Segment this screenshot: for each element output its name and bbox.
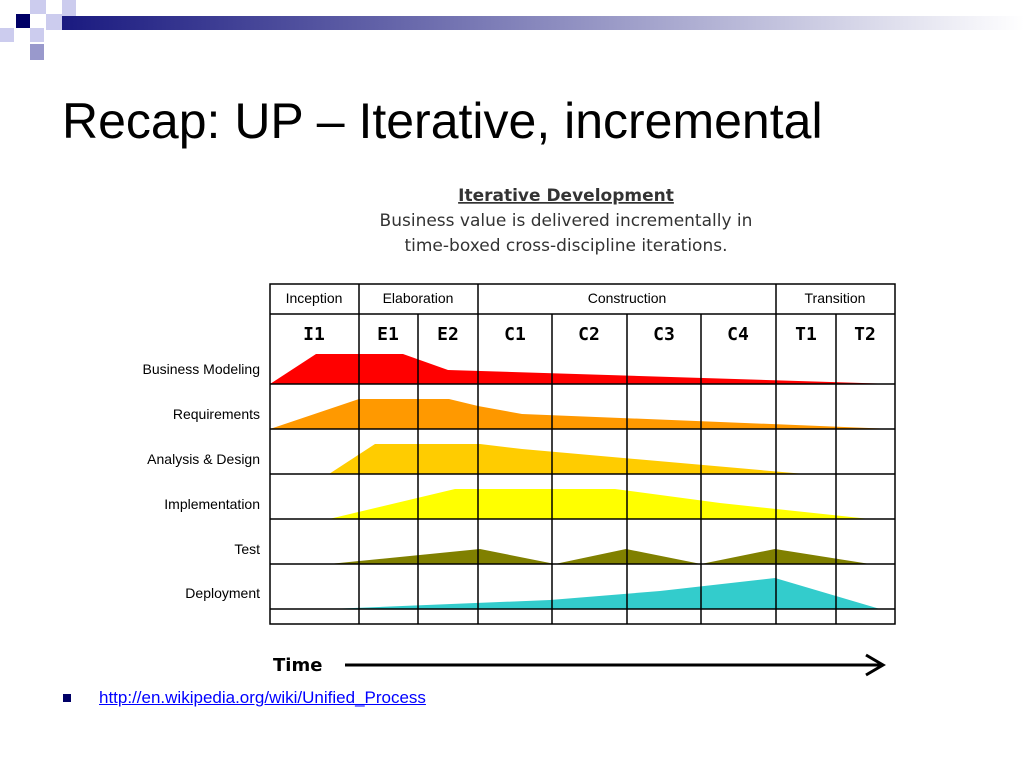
diagram-heading: Iterative Development	[458, 186, 674, 206]
iteration-t2: T2	[854, 324, 876, 345]
discipline-label: Deployment	[185, 585, 260, 601]
discipline-label: Analysis & Design	[147, 451, 260, 467]
analysis-design-band	[329, 444, 805, 474]
deco-square	[46, 14, 62, 30]
discipline-label: Test	[234, 541, 260, 557]
iteration-c3: C3	[653, 324, 675, 345]
iteration-e2: E2	[437, 324, 459, 345]
deco-square	[30, 28, 44, 42]
deco-square	[30, 0, 46, 14]
diagram-subtitle-line-1: Business value is delivered incrementall…	[380, 211, 753, 231]
deployment-band	[329, 578, 880, 609]
grid-border	[269, 283, 896, 625]
deco-square	[62, 0, 76, 16]
time-label: Time	[273, 655, 322, 676]
diagram-grid	[269, 283, 896, 625]
iteration-c1: C1	[504, 324, 526, 345]
wikipedia-link[interactable]: http://en.wikipedia.org/wiki/Unified_Pro…	[99, 688, 426, 707]
diagram-subtitle-line-2: time-boxed cross-discipline iterations.	[404, 236, 727, 256]
phase-elaboration: Elaboration	[383, 290, 454, 306]
phase-inception: Inception	[286, 290, 343, 306]
slide-title: Recap: UP – Iterative, incremental	[62, 93, 823, 149]
time-arrow-head	[865, 653, 886, 677]
phase-construction: Construction	[588, 290, 667, 306]
deco-square	[30, 44, 44, 60]
discipline-label: Business Modeling	[142, 361, 260, 377]
iteration-i1: I1	[303, 324, 325, 345]
business-modeling-band	[270, 354, 894, 384]
header-decoration	[0, 0, 1024, 60]
bullet-square	[63, 694, 71, 702]
iteration-t1: T1	[795, 324, 817, 345]
deco-square	[16, 14, 30, 28]
iteration-c4: C4	[727, 324, 749, 345]
requirements-band	[270, 399, 894, 429]
header-gradient-bar	[62, 16, 1024, 30]
deco-square	[0, 28, 14, 42]
phase-transition: Transition	[805, 290, 866, 306]
test-band	[329, 549, 870, 564]
discipline-label: Requirements	[173, 406, 260, 422]
iteration-c2: C2	[578, 324, 600, 345]
iteration-e1: E1	[377, 324, 399, 345]
implementation-band	[329, 489, 870, 519]
discipline-label: Implementation	[164, 496, 260, 512]
